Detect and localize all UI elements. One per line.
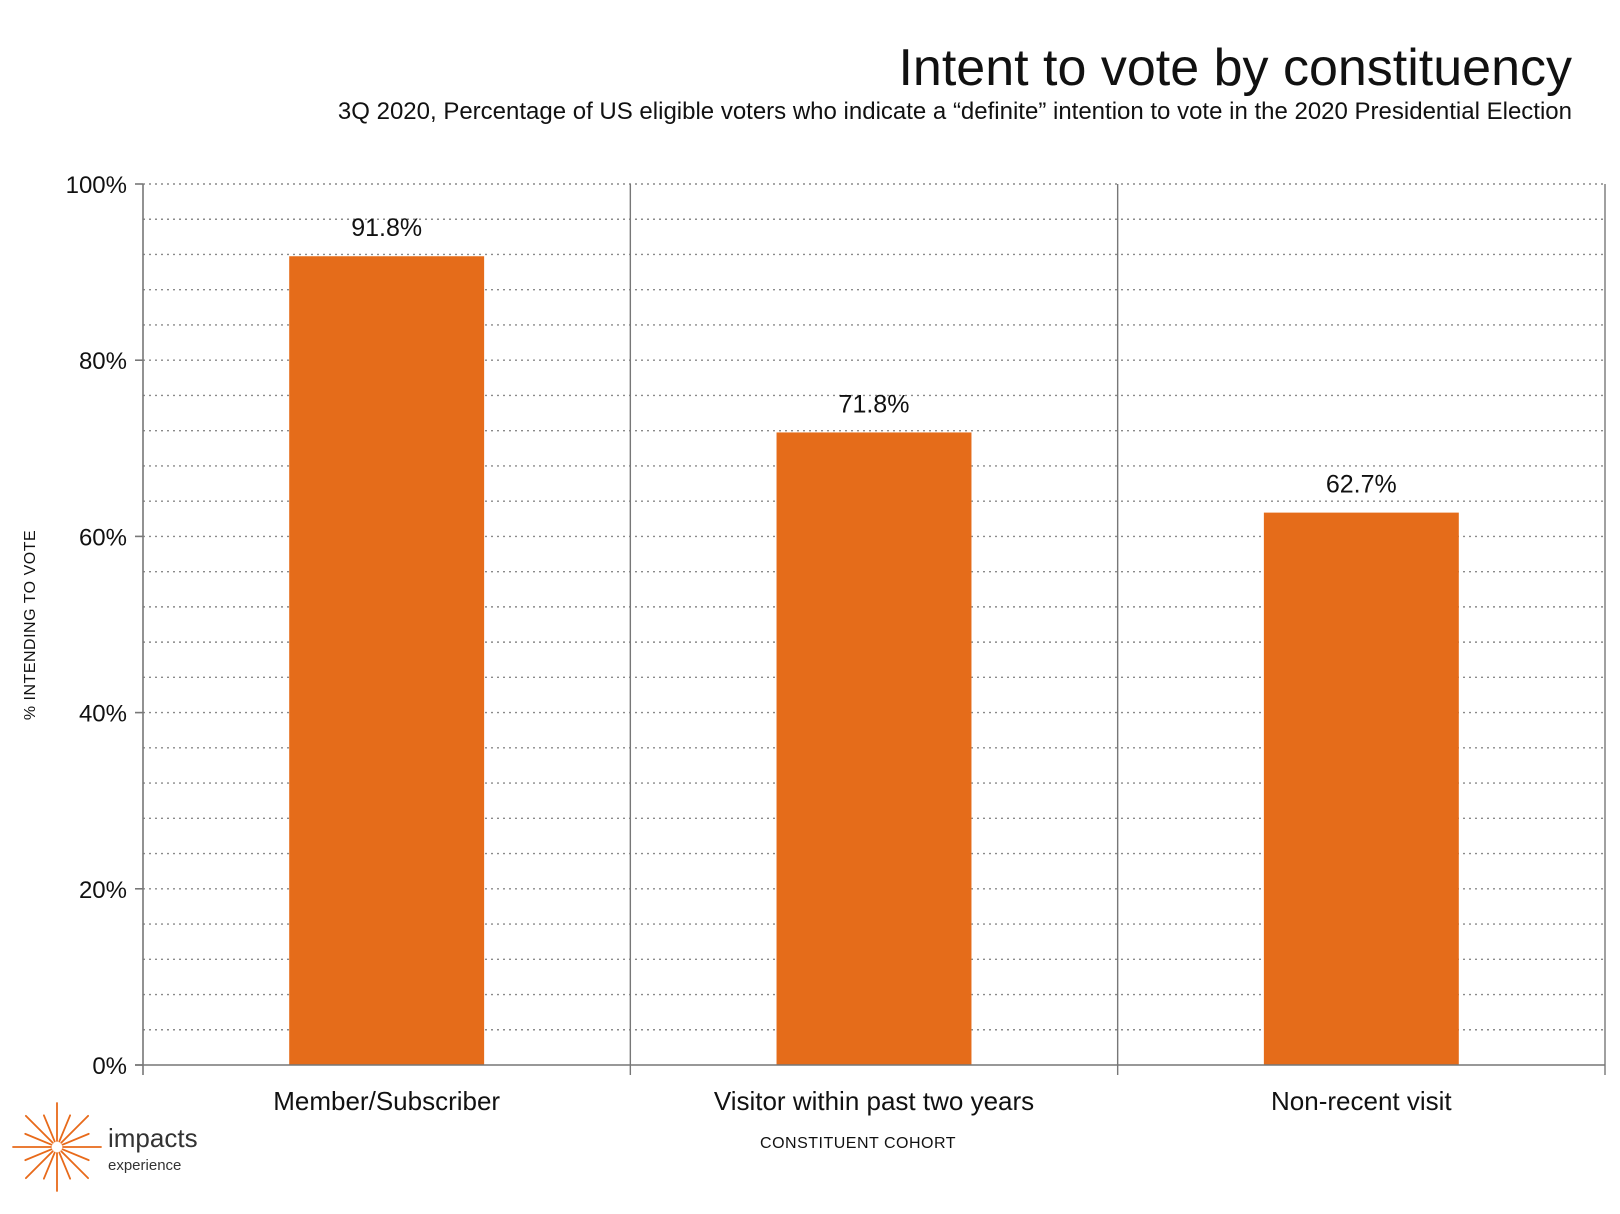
bar [289,256,485,1065]
y-tick-label: 100% [66,172,127,199]
sunburst-ray [24,1132,53,1146]
y-tick-label: 80% [79,348,127,375]
sunburst-ray [24,1114,54,1144]
sunburst-icon [12,1102,102,1192]
data-label: 91.8% [351,214,422,242]
y-tick-label: 20% [79,877,127,904]
sunburst-ray [42,1151,56,1180]
logo-name: impacts [108,1123,198,1153]
bar [1263,512,1459,1065]
labels: 91.8% Member/Subscriber 71.8% Visitor withi… [66,172,1453,1116]
category-label: Non-recent visit [1271,1086,1452,1116]
sunburst-ray [24,1150,54,1180]
category-label: Visitor within past two years [714,1086,1034,1116]
sunburst-ray [61,1148,90,1162]
bar [776,432,972,1065]
x-axis-title: CONSTITUENT COHORT [760,1135,956,1152]
sunburst-ray [61,1132,90,1146]
category-label: Member/Subscriber [273,1086,500,1116]
logo-tagline: experience [108,1157,181,1174]
data-label: 62.7% [1326,471,1397,499]
y-tick-label: 40% [79,701,127,728]
sunburst-ray [24,1148,53,1162]
logo: impacts experience [12,1102,198,1192]
chart-subtitle: 3Q 2020, Percentage of US eligible voter… [337,98,1572,125]
sunburst-ray [42,1114,56,1143]
y-axis-title: % INTENDING TO VOTE [22,530,39,720]
sunburst-ray [60,1114,90,1144]
sunburst-ray [60,1150,90,1180]
y-tick-label: 60% [79,524,127,551]
bars [289,256,1459,1065]
axes [135,183,1606,1075]
sunburst-ray [58,1151,72,1180]
sunburst-ray [58,1114,72,1143]
chart-title: Intent to vote by constituency [898,39,1572,97]
data-label: 71.8% [839,390,910,418]
y-tick-label: 0% [92,1053,127,1080]
